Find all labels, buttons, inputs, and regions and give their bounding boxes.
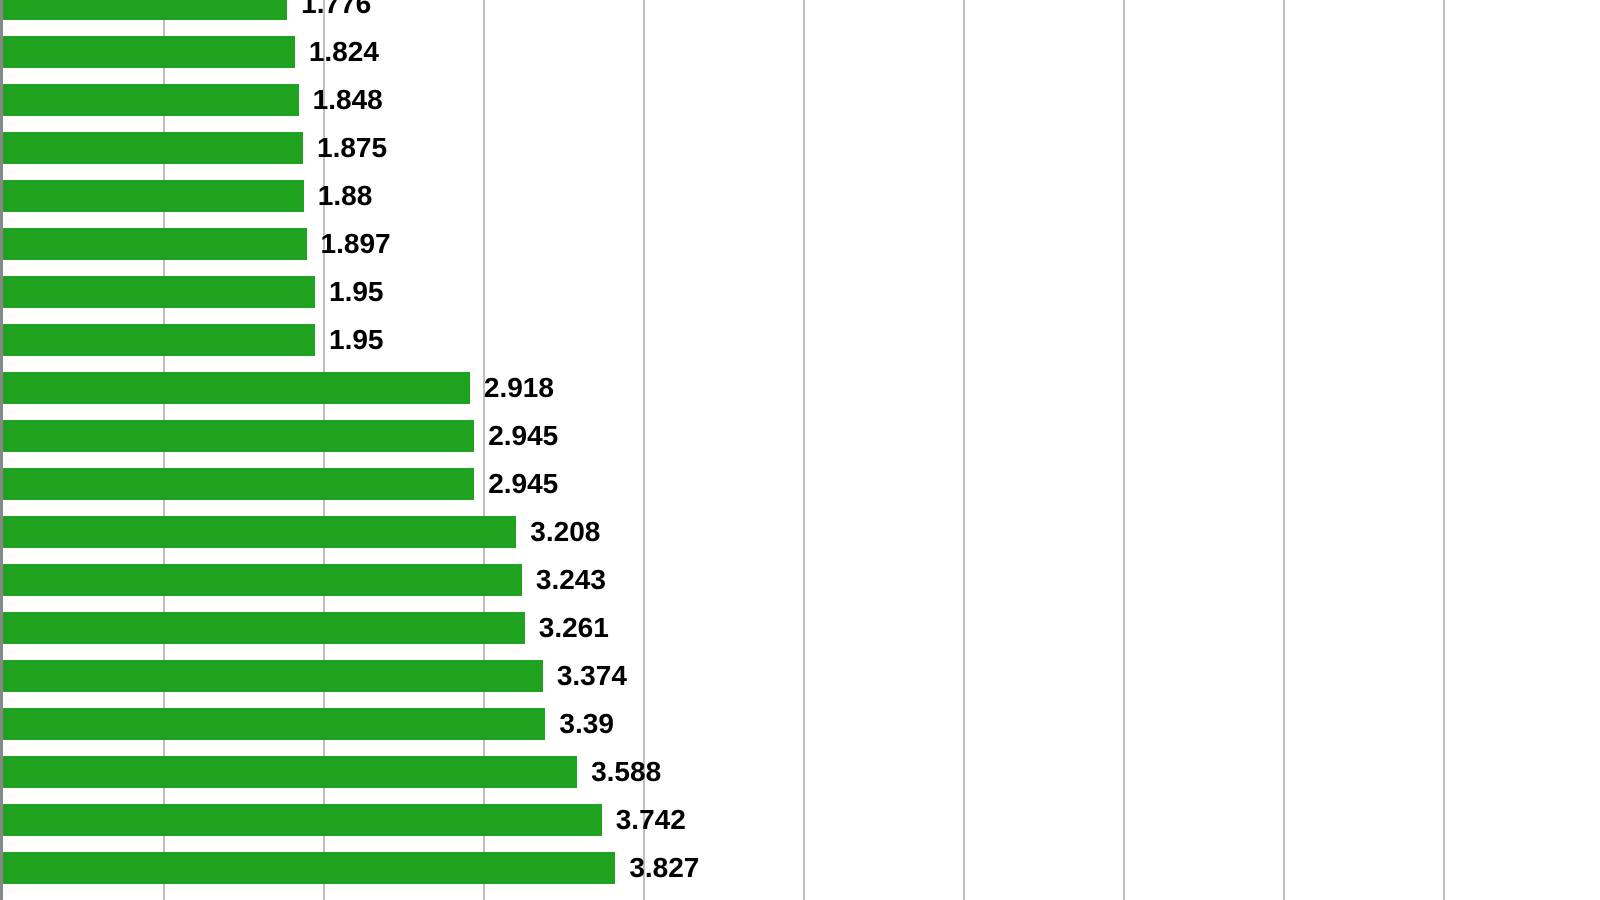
bar <box>3 228 307 260</box>
bar-value-label: 3.261 <box>539 612 609 644</box>
bar <box>3 804 602 836</box>
bar <box>3 84 299 116</box>
bar-row: 3.374 <box>3 652 1600 700</box>
bar <box>3 516 516 548</box>
bar-row: 1.848 <box>3 76 1600 124</box>
chart-plot-area: 1.776 1.824 1.848 1.875 1.88 1.897 1.95 1.95 2.9… <box>0 0 1600 900</box>
bar-row: 3.742 <box>3 796 1600 844</box>
bar-value-label: 1.848 <box>313 84 383 116</box>
bar-row: 1.875 <box>3 124 1600 172</box>
bar-row: 2.945 <box>3 460 1600 508</box>
bar-value-label: 3.374 <box>557 660 627 692</box>
bar <box>3 36 295 68</box>
bar-value-label: 1.776 <box>301 0 371 20</box>
bar <box>3 660 543 692</box>
bar-value-label: 3.742 <box>616 804 686 836</box>
bar-value-label: 2.918 <box>484 372 554 404</box>
horizontal-bar-chart: 1.776 1.824 1.848 1.875 1.88 1.897 1.95 1.95 2.9… <box>0 0 1600 900</box>
bar-value-label: 2.945 <box>488 468 558 500</box>
bar <box>3 132 303 164</box>
bar-row: 1.95 <box>3 268 1600 316</box>
bar <box>3 564 522 596</box>
bar-value-label: 3.243 <box>536 564 606 596</box>
bar-value-label: 1.95 <box>329 324 384 356</box>
bar <box>3 420 474 452</box>
bar-row: 3.39 <box>3 700 1600 748</box>
bar <box>3 276 315 308</box>
bar <box>3 0 287 20</box>
bar <box>3 708 545 740</box>
bar-row: 3.208 <box>3 508 1600 556</box>
bar-value-label: 3.208 <box>530 516 600 548</box>
bar-row: 2.918 <box>3 364 1600 412</box>
bar-row: 1.897 <box>3 220 1600 268</box>
bar-row: 3.588 <box>3 748 1600 796</box>
bar <box>3 852 615 884</box>
bar-value-label: 1.824 <box>309 36 379 68</box>
bar-value-label: 1.88 <box>318 180 373 212</box>
bar <box>3 756 577 788</box>
bar-value-label: 1.95 <box>329 276 384 308</box>
bar-value-label: 3.827 <box>629 852 699 884</box>
bar-value-label: 3.588 <box>591 756 661 788</box>
bar-row: 1.88 <box>3 172 1600 220</box>
bar-value-label: 1.897 <box>321 228 391 260</box>
bar-value-label: 3.39 <box>559 708 614 740</box>
bar <box>3 180 304 212</box>
bar <box>3 324 315 356</box>
bar-row: 3.261 <box>3 604 1600 652</box>
bar-row: 2.945 <box>3 412 1600 460</box>
bar-value-label: 1.875 <box>317 132 387 164</box>
bar-row: 1.824 <box>3 28 1600 76</box>
bar <box>3 612 525 644</box>
bar-row: 1.95 <box>3 316 1600 364</box>
bar-row: 1.776 <box>3 0 1600 28</box>
bar-row: 3.243 <box>3 556 1600 604</box>
bar <box>3 468 474 500</box>
bar-value-label: 2.945 <box>488 420 558 452</box>
bar-row: 3.827 <box>3 844 1600 892</box>
bar <box>3 372 470 404</box>
